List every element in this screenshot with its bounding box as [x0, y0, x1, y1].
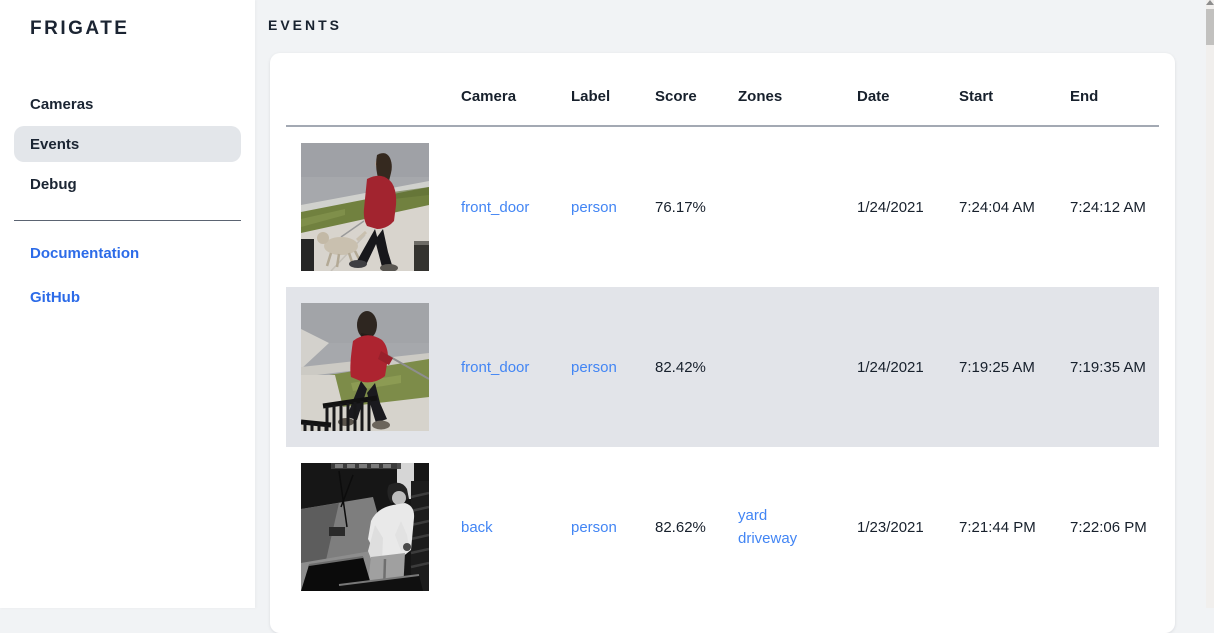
sidebar-item-debug[interactable]: Debug [30, 175, 77, 193]
sidebar-link-documentation[interactable]: Documentation [30, 244, 140, 262]
event-thumbnail[interactable] [301, 463, 429, 591]
scrollbar-thumb[interactable] [1206, 9, 1214, 45]
event-thumbnail-cell[interactable] [286, 143, 461, 271]
event-camera-link[interactable]: back [461, 518, 493, 536]
app-logo: FRIGATE [30, 18, 130, 39]
column-header-label: Label [571, 88, 611, 105]
table-row[interactable]: front_door person 82.42% 1/24/2021 7:19:… [286, 287, 1159, 447]
column-header-camera: Camera [461, 88, 517, 105]
event-thumbnail[interactable] [301, 303, 429, 431]
sidebar-nav: Cameras Events Debug Documentation GitHu… [0, 86, 255, 315]
column-header-start: Start [959, 88, 994, 105]
scrollbar-up-arrow-icon[interactable] [1206, 0, 1214, 5]
event-end: 7:22:06 PM [1070, 518, 1147, 536]
event-camera-link[interactable]: front_door [461, 198, 530, 216]
event-score: 82.62% [655, 518, 706, 536]
column-header-date: Date [857, 88, 890, 105]
event-thumbnail-cell[interactable] [286, 463, 461, 591]
event-end: 7:24:12 AM [1070, 198, 1146, 216]
event-zones[interactable]: yard driveway [738, 506, 798, 547]
page-title: EVENTS [268, 17, 343, 33]
column-header-end: End [1070, 88, 1099, 105]
column-header-score: Score [655, 88, 697, 105]
event-start: 7:19:25 AM [959, 358, 1035, 376]
event-end: 7:19:35 AM [1070, 358, 1146, 376]
event-thumbnail-cell[interactable] [286, 303, 461, 431]
vertical-scrollbar[interactable] [1206, 0, 1214, 608]
column-header-zones: Zones [738, 88, 783, 105]
event-start: 7:24:04 AM [959, 198, 1035, 216]
event-score: 82.42% [655, 358, 706, 376]
column-header-thumbnail [286, 105, 461, 125]
event-score: 76.17% [655, 198, 706, 216]
sidebar-link-github[interactable]: GitHub [30, 288, 80, 306]
event-date: 1/24/2021 [857, 358, 924, 376]
event-camera-link[interactable]: front_door [461, 358, 530, 376]
table-row[interactable]: back person 82.62% yard driveway 1/23/20… [286, 447, 1159, 607]
event-label-link[interactable]: person [571, 198, 617, 216]
events-table: Camera Label Score Zones Date Start End [286, 53, 1159, 607]
events-card: Camera Label Score Zones Date Start End [270, 53, 1175, 633]
sidebar-item-events[interactable]: Events [14, 126, 241, 162]
table-header-row: Camera Label Score Zones Date Start End [286, 53, 1159, 127]
sidebar-divider [14, 220, 241, 221]
main-content: EVENTS Camera Label Score Zones Date Sta… [255, 0, 1206, 633]
event-date: 1/24/2021 [857, 198, 924, 216]
event-start: 7:21:44 PM [959, 518, 1036, 536]
table-row[interactable]: front_door person 76.17% 1/24/2021 7:24:… [286, 127, 1159, 287]
event-label-link[interactable]: person [571, 518, 617, 536]
event-label-link[interactable]: person [571, 358, 617, 376]
sidebar-item-cameras[interactable]: Cameras [30, 95, 94, 113]
event-date: 1/23/2021 [857, 518, 924, 536]
event-thumbnail[interactable] [301, 143, 429, 271]
sidebar: FRIGATE Cameras Events Debug Documentati… [0, 0, 255, 608]
